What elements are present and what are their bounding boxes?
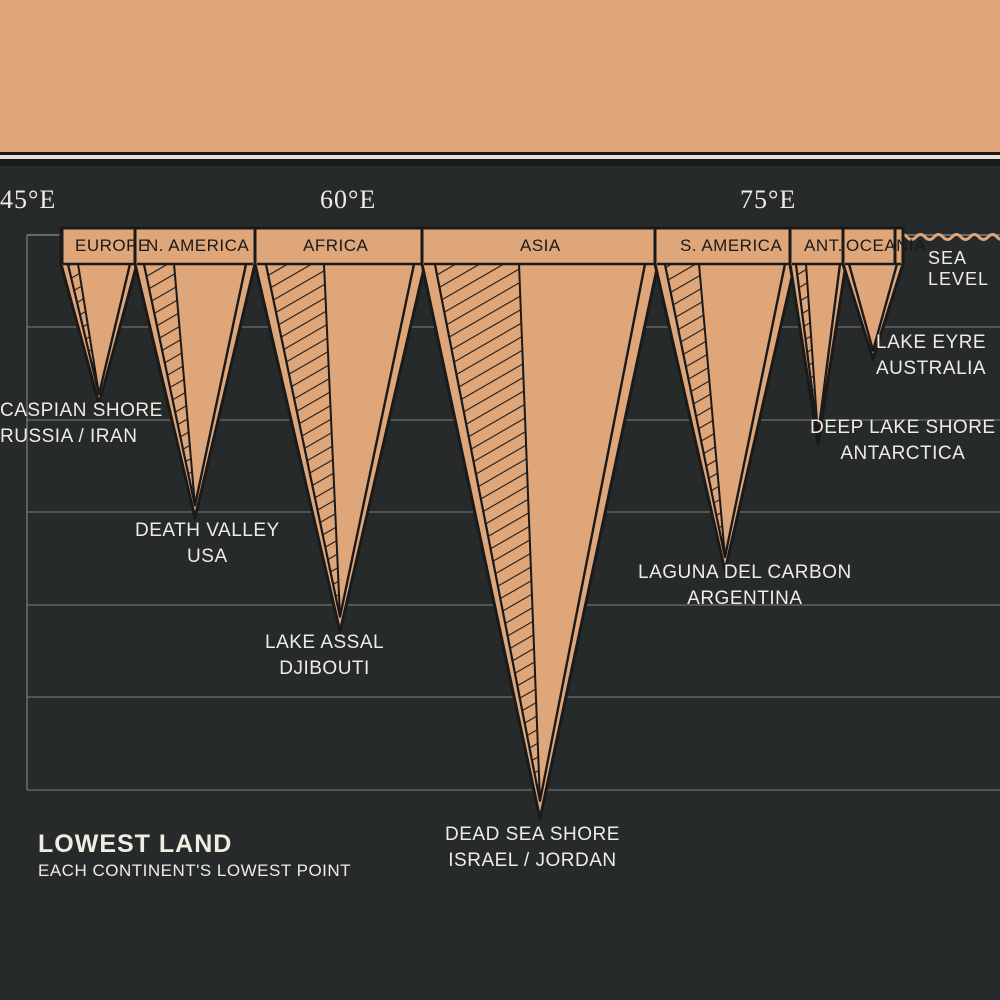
continent-label-oceania: OCEANIA xyxy=(846,236,926,256)
sea-level-label: SEA LEVEL xyxy=(928,248,1000,290)
point-label-africa: LAKE ASSALDJIBOUTI xyxy=(265,630,384,681)
point-label-europe: CASPIAN SHORERUSSIA / IRAN xyxy=(0,398,163,449)
point-label-antarctica: DEEP LAKE SHOREANTARCTICA xyxy=(810,415,996,466)
title-block: LOWEST LAND EACH CONTINENT'S LOWEST POIN… xyxy=(38,830,351,881)
point-label-samerica: LAGUNA DEL CARBONARGENTINA xyxy=(638,560,852,611)
axis-label: 75°E xyxy=(740,185,796,215)
continent-label-europe: EUROPE xyxy=(75,236,150,256)
point-label-oceania: LAKE EYREAUSTRALIA xyxy=(876,330,986,381)
title-sub: EACH CONTINENT'S LOWEST POINT xyxy=(38,861,351,881)
axis-label: 60°E xyxy=(320,185,376,215)
title-main: LOWEST LAND xyxy=(38,830,351,859)
continent-label-africa: AFRICA xyxy=(303,236,368,256)
continent-label-antarctica: ANT. xyxy=(804,236,843,256)
continent-label-namerica: N. AMERICA xyxy=(146,236,249,256)
point-label-namerica: DEATH VALLEYUSA xyxy=(135,518,280,569)
axis-label: 45°E xyxy=(0,185,56,215)
continent-label-asia: ASIA xyxy=(520,236,561,256)
point-label-asia: DEAD SEA SHOREISRAEL / JORDAN xyxy=(445,822,620,873)
continent-label-samerica: S. AMERICA xyxy=(680,236,782,256)
